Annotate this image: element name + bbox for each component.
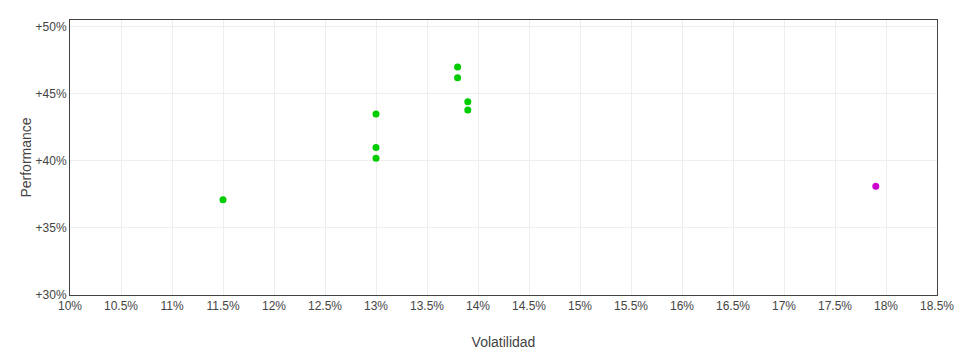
svg-text:+50%: +50% bbox=[36, 20, 67, 34]
svg-text:Volatilidad: Volatilidad bbox=[472, 334, 536, 350]
svg-text:11%: 11% bbox=[160, 299, 183, 313]
svg-text:12.5%: 12.5% bbox=[308, 299, 342, 313]
svg-text:Performance: Performance bbox=[18, 117, 34, 197]
svg-text:17.5%: 17.5% bbox=[818, 299, 852, 313]
svg-text:16%: 16% bbox=[670, 299, 694, 313]
svg-text:18.5%: 18.5% bbox=[920, 299, 954, 313]
svg-text:10%: 10% bbox=[58, 299, 82, 313]
svg-text:13%: 13% bbox=[364, 299, 388, 313]
svg-text:16.5%: 16.5% bbox=[716, 299, 750, 313]
svg-text:14%: 14% bbox=[466, 299, 490, 313]
svg-text:17%: 17% bbox=[772, 299, 796, 313]
svg-text:10.5%: 10.5% bbox=[104, 299, 138, 313]
svg-text:+40%: +40% bbox=[36, 154, 67, 168]
svg-text:13.5%: 13.5% bbox=[410, 299, 444, 313]
svg-text:+35%: +35% bbox=[36, 221, 67, 235]
svg-text:15.5%: 15.5% bbox=[614, 299, 648, 313]
svg-text:+45%: +45% bbox=[36, 87, 67, 101]
svg-text:11.5%: 11.5% bbox=[206, 299, 239, 313]
svg-text:12%: 12% bbox=[262, 299, 286, 313]
svg-text:+30%: +30% bbox=[36, 288, 67, 302]
svg-text:15%: 15% bbox=[568, 299, 592, 313]
svg-text:18%: 18% bbox=[874, 299, 898, 313]
svg-text:14.5%: 14.5% bbox=[512, 299, 546, 313]
